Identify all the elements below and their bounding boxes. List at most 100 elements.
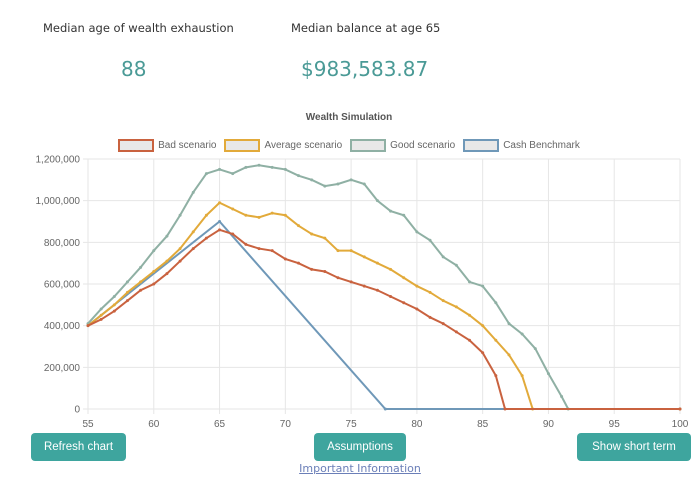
data-point — [125, 290, 129, 294]
legend-label: Cash Benchmark — [503, 140, 580, 151]
legend-label: Average scenario — [264, 140, 343, 151]
data-point — [503, 407, 507, 411]
x-tick-label: 55 — [82, 419, 94, 430]
x-tick-label: 100 — [672, 419, 689, 430]
y-tick-label: 600,000 — [44, 280, 81, 291]
exhaustion-value: 88 — [121, 57, 147, 81]
data-point — [428, 290, 432, 294]
data-point — [283, 213, 287, 217]
x-tick-label: 80 — [411, 419, 423, 430]
data-point — [383, 407, 387, 411]
data-point — [520, 374, 524, 378]
show-short-term-button[interactable]: Show short term — [577, 433, 691, 461]
data-point — [165, 259, 169, 263]
legend-item[interactable]: Average scenario — [224, 139, 342, 152]
data-point — [362, 182, 366, 186]
data-point — [389, 295, 393, 298]
data-point — [336, 276, 340, 280]
legend-label: Bad scenario — [158, 140, 217, 151]
x-tick-label: 90 — [543, 419, 555, 430]
data-point — [362, 284, 366, 288]
data-point — [375, 261, 379, 265]
chart-legend: Bad scenario Average scenario Good scenari… — [0, 139, 698, 152]
data-point — [152, 282, 156, 286]
data-point — [257, 247, 261, 251]
data-point — [257, 215, 261, 219]
series-line-cash-benchmark — [87, 220, 680, 410]
data-point — [533, 347, 537, 351]
data-point — [454, 330, 458, 334]
data-point — [310, 232, 314, 236]
data-point — [323, 184, 327, 188]
data-point — [218, 167, 222, 171]
data-point — [165, 272, 169, 276]
data-point — [494, 338, 498, 342]
x-tick-label: 70 — [280, 419, 292, 430]
data-point — [204, 172, 208, 176]
data-point — [336, 182, 340, 186]
data-point — [402, 301, 406, 305]
y-tick-label: 200,000 — [44, 363, 81, 374]
data-point — [231, 207, 235, 211]
data-point — [270, 211, 274, 215]
data-point — [152, 270, 156, 273]
data-point — [112, 303, 116, 307]
data-point — [191, 190, 195, 194]
data-point — [218, 201, 222, 205]
data-point — [296, 261, 300, 265]
y-tick-label: 0 — [74, 405, 80, 416]
data-point — [323, 270, 327, 273]
data-point — [678, 407, 682, 411]
data-point — [415, 307, 419, 311]
x-tick-label: 60 — [148, 419, 160, 430]
exhaustion-label: Median age of wealth exhaustion — [43, 21, 234, 35]
data-point — [204, 236, 208, 240]
legend-item[interactable]: Bad scenario — [118, 139, 216, 152]
data-point — [178, 213, 182, 217]
x-tick-label: 85 — [477, 419, 489, 430]
x-tick-label: 75 — [346, 419, 358, 430]
data-point — [125, 280, 129, 284]
y-tick-label: 400,000 — [44, 321, 81, 332]
data-point — [389, 209, 393, 213]
refresh-chart-button[interactable]: Refresh chart — [31, 433, 126, 461]
data-point — [415, 230, 419, 234]
data-point — [218, 220, 222, 223]
assumptions-button[interactable]: Assumptions — [314, 433, 406, 461]
legend-swatch — [463, 139, 500, 152]
legend-swatch — [350, 139, 387, 152]
data-point — [349, 178, 353, 182]
data-point — [560, 395, 564, 398]
data-point — [362, 255, 366, 259]
wealth-chart: 0 200,000 400,000 600,000 800,000 1,000,000 1,… — [36, 155, 689, 431]
data-point — [375, 288, 379, 292]
important-information-link[interactable]: Important Information — [299, 462, 421, 475]
data-point — [178, 247, 182, 251]
legend-item[interactable]: Good scenario — [350, 139, 455, 152]
data-point — [244, 165, 248, 169]
data-point — [191, 230, 195, 234]
series-line-average-scenario — [87, 201, 680, 410]
data-point — [86, 324, 90, 328]
legend-item[interactable]: Cash Benchmark — [463, 139, 580, 152]
data-point — [402, 213, 406, 217]
data-point — [310, 178, 314, 182]
data-point — [468, 280, 472, 284]
data-point — [468, 338, 472, 342]
data-point — [139, 280, 143, 284]
y-tick-label: 800,000 — [44, 238, 81, 249]
data-point — [270, 249, 274, 253]
data-point — [165, 234, 169, 238]
data-point — [507, 322, 511, 326]
data-point — [481, 324, 485, 328]
data-point — [283, 257, 287, 261]
data-point — [112, 295, 116, 298]
data-point — [494, 301, 498, 305]
series-line-good-scenario — [87, 164, 680, 410]
data-point — [99, 317, 103, 321]
data-point — [494, 374, 498, 378]
chart-title: Wealth Simulation — [305, 112, 393, 123]
data-point — [257, 163, 261, 167]
data-point — [231, 172, 235, 176]
data-point — [481, 351, 485, 355]
